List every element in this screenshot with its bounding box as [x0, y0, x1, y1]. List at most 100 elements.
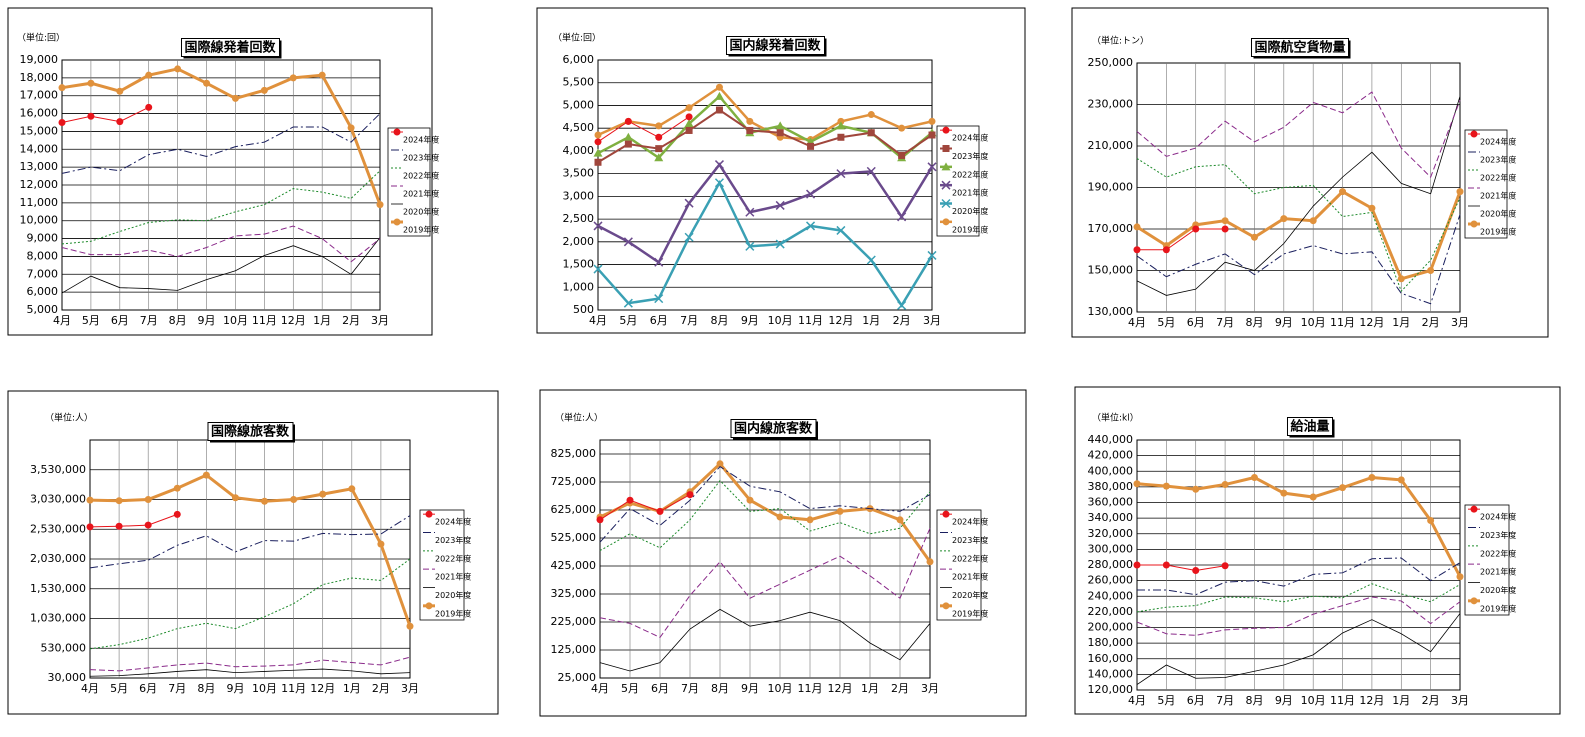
marker	[1427, 516, 1435, 524]
marker	[1221, 217, 1229, 225]
legend-label: 2022年度	[1480, 548, 1516, 558]
x-tick-label: 9月	[1275, 694, 1293, 707]
marker	[941, 162, 951, 171]
series-line	[599, 528, 931, 639]
marker	[686, 491, 694, 499]
y-tick-label: 2,500	[563, 212, 595, 225]
series	[594, 106, 936, 166]
legend-label: 2024年度	[403, 135, 439, 145]
legend-label: 2022年度	[952, 169, 988, 179]
y-tick-label: 150,000	[1088, 264, 1134, 277]
marker	[836, 169, 846, 179]
marker	[624, 117, 632, 125]
marker	[1470, 220, 1478, 228]
marker	[1427, 267, 1435, 274]
marker	[145, 71, 153, 79]
marker	[231, 94, 239, 102]
x-tick-label: 12月	[1359, 316, 1384, 329]
y-tick-label: 400,000	[1088, 464, 1134, 477]
marker	[1250, 474, 1258, 481]
marker	[775, 239, 785, 249]
title-box	[207, 422, 294, 441]
marker	[776, 513, 784, 521]
x-tick-label: 9月	[741, 314, 759, 327]
marker	[1339, 188, 1347, 196]
marker	[594, 131, 602, 139]
x-tick-label: 5月	[1157, 316, 1175, 329]
marker	[684, 232, 694, 242]
marker	[1162, 482, 1170, 490]
series-line	[1137, 564, 1226, 571]
legend-label: 2019年度	[1480, 603, 1516, 613]
x-tick-label: 11月	[281, 682, 306, 695]
series-line	[61, 113, 381, 174]
series	[89, 668, 411, 677]
x-tick-label: 12月	[1359, 694, 1384, 707]
x-tick-label: 10月	[768, 682, 793, 695]
y-tick-label: 30,000	[48, 671, 87, 684]
y-tick-label: 1,530,000	[30, 582, 86, 595]
marker	[776, 129, 784, 137]
x-tick-label: 8月	[1245, 694, 1263, 707]
y-tick-label: 320,000	[1088, 527, 1134, 540]
y-tick-label: 300,000	[1088, 542, 1134, 555]
title-box	[725, 36, 825, 55]
y-tick-label: 3,030,000	[30, 493, 86, 506]
series-line	[1136, 158, 1461, 293]
marker	[376, 201, 384, 209]
marker	[715, 106, 723, 114]
marker	[115, 497, 123, 505]
x-tick-label: 1月	[313, 314, 331, 327]
marker	[593, 264, 603, 274]
legend-label: 2020年度	[952, 206, 988, 216]
legend-label: 2022年度	[1480, 173, 1516, 183]
y-tick-label: 420,000	[1088, 449, 1134, 462]
y-tick-label: 19,000	[20, 53, 59, 66]
x-tick-label: 5月	[82, 314, 100, 327]
y-tick-label: 12,000	[20, 178, 59, 191]
series-line	[1136, 96, 1461, 296]
marker	[1456, 573, 1464, 581]
marker	[685, 113, 693, 121]
x-tick-label: 3月	[371, 314, 389, 327]
x-tick-label: 6月	[1187, 694, 1205, 707]
x-tick-label: 9月	[1275, 316, 1293, 329]
series	[1136, 613, 1461, 685]
legend-label: 2024年度	[952, 517, 988, 527]
marker	[867, 129, 875, 137]
x-tick-label: 3月	[923, 314, 941, 327]
x-tick-label: 3月	[1451, 316, 1469, 329]
x-tick-label: 7月	[681, 682, 699, 695]
x-tick-label: 10月	[768, 314, 793, 327]
x-tick-label: 8月	[169, 314, 187, 327]
x-tick-label: 11月	[252, 314, 277, 327]
legend-label: 2023年度	[952, 535, 988, 545]
x-tick-label: 11月	[1330, 694, 1355, 707]
y-tick-label: 9,000	[27, 232, 59, 245]
series-line	[597, 108, 933, 164]
series-line	[1136, 189, 1462, 281]
y-tick-label: 14,000	[20, 142, 59, 155]
legend-label: 2022年度	[435, 553, 471, 563]
x-tick-label: 1月	[1392, 694, 1410, 707]
marker	[1470, 597, 1478, 605]
series-line	[61, 225, 381, 263]
series	[1133, 188, 1464, 283]
x-tick-label: 12月	[828, 682, 853, 695]
y-tick-label: 225,000	[551, 615, 597, 628]
y-tick-label: 425,000	[551, 559, 597, 572]
x-tick-label: 7月	[680, 314, 698, 327]
legend-label: 2020年度	[435, 590, 471, 600]
x-tick-label: 9月	[226, 682, 244, 695]
marker	[897, 300, 907, 310]
x-tick-label: 8月	[1245, 316, 1263, 329]
y-tick-label: 525,000	[551, 531, 597, 544]
series-line	[89, 473, 412, 627]
y-tick-label: 18,000	[20, 71, 59, 84]
legend-label: 2023年度	[1480, 155, 1516, 165]
marker	[1309, 217, 1317, 225]
marker	[594, 158, 602, 166]
series	[599, 608, 931, 672]
marker	[86, 496, 94, 504]
legend-label: 2021年度	[1480, 191, 1516, 201]
